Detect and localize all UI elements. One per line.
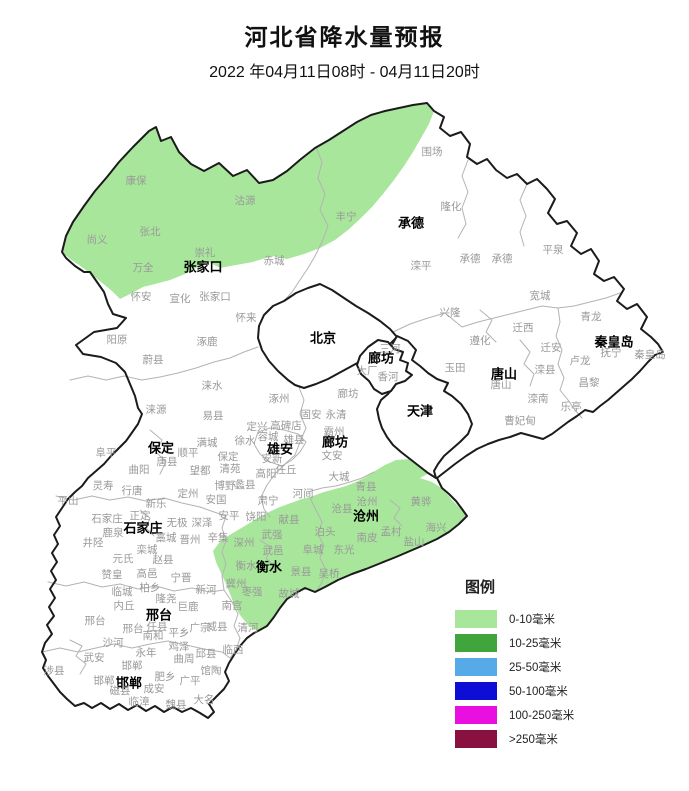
legend-item: 0-10毫米	[455, 607, 655, 631]
page-title: 河北省降水量预报	[244, 24, 445, 50]
legend-swatch	[455, 610, 497, 628]
legend-item: 50-100毫米	[455, 679, 655, 703]
legend-item: 10-25毫米	[455, 631, 655, 655]
province-boundary	[41, 102, 664, 719]
legend-swatch	[455, 682, 497, 700]
legend-item: 25-50毫米	[455, 655, 655, 679]
legend-label: 0-10毫米	[509, 614, 556, 626]
legend-swatch	[455, 706, 497, 724]
legend-swatch	[455, 634, 497, 652]
prefecture-boundaries	[41, 146, 621, 675]
precipitation-regions	[62, 103, 466, 631]
legend-label: 50-100毫米	[509, 686, 568, 698]
legend-label: >250毫米	[509, 734, 558, 746]
legend-label: 10-25毫米	[509, 638, 562, 650]
legend-swatch	[455, 658, 497, 676]
legend-swatch	[455, 730, 497, 748]
legend-label: 100-250毫米	[509, 710, 575, 722]
precip-region-cangzhou-hengshui-blob	[213, 459, 466, 631]
legend-item: 100-250毫米	[455, 703, 655, 727]
legend-label: 25-50毫米	[509, 662, 562, 674]
beijing-boundary	[257, 283, 398, 389]
langfang-exclave-boundary	[356, 339, 413, 395]
legend-title: 图例	[465, 579, 496, 596]
legend-items: 0-10毫米 10-25毫米 25-50毫米 50-100毫米 100-250毫米 >25…	[455, 607, 655, 751]
forecast-period: 2022 年04月11日08时 - 04月11日20时	[209, 64, 480, 81]
legend-item: >250毫米	[455, 727, 655, 751]
legend: 图例 0-10毫米 10-25毫米 25-50毫米 50-100毫米 100-250毫米…	[455, 576, 655, 751]
precip-region-zhangjiakou-chengde-band	[62, 103, 434, 299]
